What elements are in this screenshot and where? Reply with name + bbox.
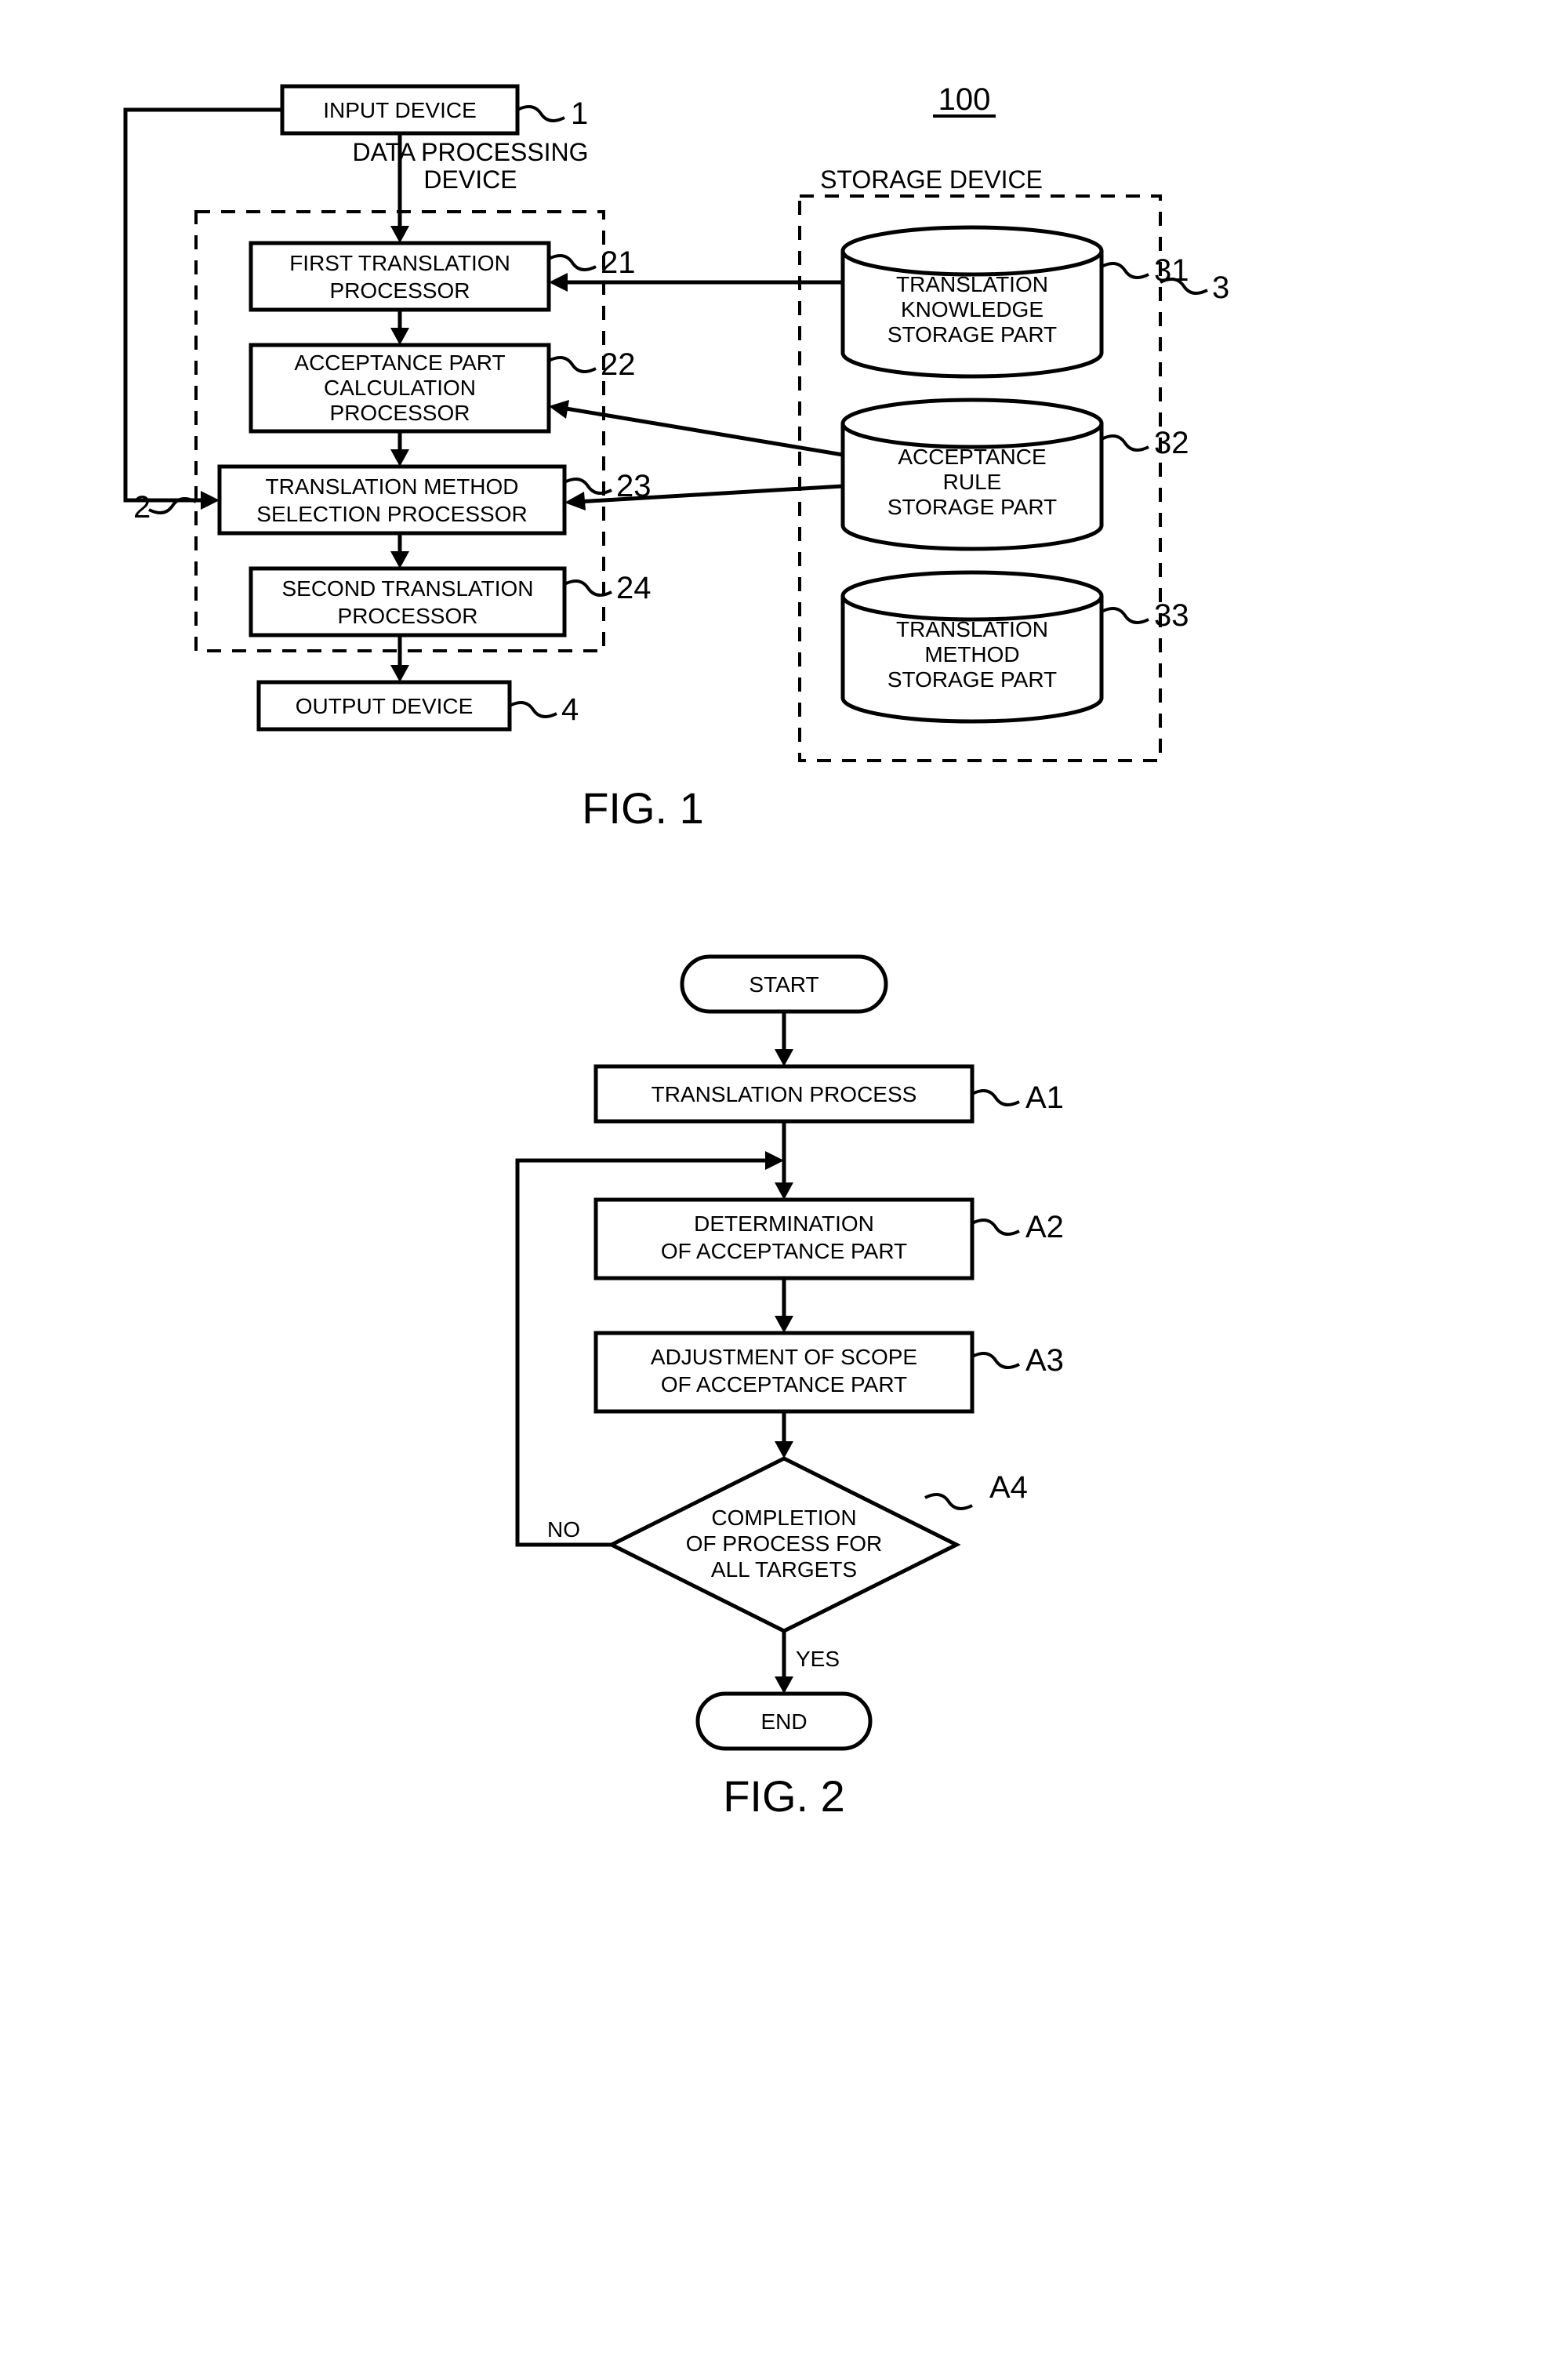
a4-text1: COMPLETION [711, 1506, 856, 1530]
ref-31-leader [1102, 263, 1149, 278]
ref-a1: A1 [1025, 1081, 1064, 1115]
ref-33: 33 [1154, 598, 1189, 633]
svg-text:STORAGE PART: STORAGE PART [887, 322, 1057, 347]
ref-a4-leader [925, 1495, 972, 1509]
svg-text:TRANSLATION: TRANSLATION [896, 272, 1048, 296]
a3-text1: ADJUSTMENT OF SCOPE [651, 1345, 917, 1369]
start-text: START [749, 972, 818, 997]
output-device-text: OUTPUT DEVICE [296, 694, 474, 718]
fig1-ref-100: 100 [938, 82, 991, 117]
storage-label: STORAGE DEVICE [820, 165, 1043, 194]
svg-text:KNOWLEDGE: KNOWLEDGE [901, 297, 1044, 321]
ref-32-leader [1102, 436, 1149, 450]
ref-4-leader [510, 703, 557, 717]
ref-1: 1 [571, 96, 588, 131]
ref-a4: A4 [989, 1470, 1028, 1505]
a4-text3: ALL TARGETS [711, 1557, 857, 1582]
feedback-line-head [201, 491, 220, 510]
svg-text:STORAGE PART: STORAGE PART [887, 667, 1057, 692]
ref-21: 21 [601, 245, 636, 280]
fig2-caption: FIG. 2 [723, 1771, 845, 1821]
svg-text:STORAGE PART: STORAGE PART [887, 495, 1057, 519]
svg-text:METHOD: METHOD [924, 642, 1019, 667]
fig1-caption: FIG. 1 [582, 783, 704, 833]
ref-22: 22 [601, 347, 636, 382]
svg-text:RULE: RULE [943, 470, 1002, 494]
arrow-rule-accept-head [549, 400, 569, 419]
dpd-label-line2: DEVICE [423, 165, 517, 194]
first-translation-text1: FIRST TRANSLATION [289, 251, 510, 275]
method-selection-text2: SELECTION PROCESSOR [256, 502, 527, 526]
arrow-start-a1-head [775, 1049, 793, 1066]
ref-a3: A3 [1025, 1343, 1064, 1378]
arrow-a3-a4-head [775, 1441, 793, 1458]
ref-31: 31 [1154, 253, 1189, 288]
ref-3: 3 [1212, 271, 1229, 305]
ref-24: 24 [616, 571, 652, 605]
diagram-canvas: 100 DATA PROCESSING DEVICE STORAGE DEVIC… [31, 31, 1537, 1835]
ref-a2: A2 [1025, 1210, 1064, 1244]
ref-33-leader [1102, 608, 1149, 623]
arrow-accept-method-head [390, 449, 409, 467]
acceptance-calc-text1: ACCEPTANCE PART [294, 351, 505, 375]
arrow-input-first-head [390, 226, 409, 243]
second-translation-text1: SECOND TRANSLATION [281, 576, 533, 601]
arrow-second-output-head [390, 665, 409, 682]
a1-text: TRANSLATION PROCESS [652, 1082, 917, 1106]
input-device-text: INPUT DEVICE [323, 98, 477, 122]
yes-label: YES [796, 1647, 840, 1671]
arrow-knowledge-first-head [549, 273, 568, 292]
svg-text:ACCEPTANCE: ACCEPTANCE [898, 445, 1046, 469]
a3-text2: OF ACCEPTANCE PART [661, 1372, 907, 1397]
ref-32: 32 [1154, 426, 1189, 460]
first-translation-text2: PROCESSOR [330, 278, 470, 303]
cylinder-knowledge: TRANSLATION KNOWLEDGE STORAGE PART [843, 227, 1102, 376]
arrow-first-accept-head [390, 328, 409, 345]
arrow-method-second-head [390, 551, 409, 568]
second-translation-text2: PROCESSOR [338, 604, 478, 628]
ref-2: 2 [133, 490, 151, 525]
cylinder-rule: ACCEPTANCE RULE STORAGE PART [843, 400, 1102, 549]
no-loop-head [765, 1151, 784, 1170]
ref-4: 4 [561, 692, 579, 727]
a2-text2: OF ACCEPTANCE PART [661, 1239, 907, 1263]
ref-22-leader [549, 358, 596, 372]
no-label: NO [547, 1517, 580, 1542]
arrow-a4-end-head [775, 1676, 793, 1694]
ref-a2-leader [972, 1220, 1019, 1234]
ref-a1-leader [972, 1091, 1019, 1105]
acceptance-calc-text3: PROCESSOR [330, 401, 470, 425]
arrow-a2-a3-head [775, 1316, 793, 1333]
svg-text:TRANSLATION: TRANSLATION [896, 617, 1048, 641]
acceptance-calc-text2: CALCULATION [324, 376, 476, 400]
ref-21-leader [549, 256, 596, 270]
end-text: END [760, 1709, 807, 1734]
cylinder-trmethod: TRANSLATION METHOD STORAGE PART [843, 572, 1102, 721]
method-selection-text1: TRANSLATION METHOD [265, 474, 518, 499]
ref-1-leader [517, 107, 564, 121]
arrow-rule-method-head [564, 492, 586, 510]
ref-a3-leader [972, 1353, 1019, 1368]
dpd-label-line1: DATA PROCESSING [352, 138, 588, 166]
arrow-a1-a2-head [775, 1182, 793, 1200]
a4-text2: OF PROCESS FOR [686, 1531, 882, 1556]
a2-text1: DETERMINATION [694, 1211, 874, 1236]
